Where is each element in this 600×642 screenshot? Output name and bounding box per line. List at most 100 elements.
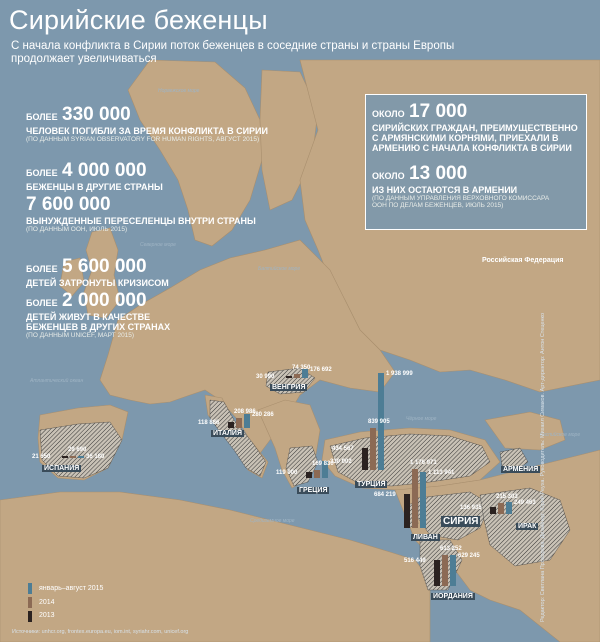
bar-hungary-2014 — [294, 374, 300, 378]
bar-turkey-2014 — [370, 428, 376, 470]
italy-hatch — [209, 399, 267, 477]
value-label-spain-2015: 36 180 — [86, 454, 105, 460]
bar-jordan-2014 — [442, 555, 448, 586]
scandinavia-land — [127, 59, 263, 247]
legend-swatch-2013 — [28, 611, 32, 622]
value-label-hungary-2013: 30 990 — [256, 374, 275, 380]
stat-refugees-pre: более — [26, 168, 58, 178]
value-label-lebanon-2014: 1 176 971 — [410, 460, 437, 467]
value-label-spain-2013: 21 650 — [32, 454, 51, 460]
value-label-spain-2014: 29 690 — [68, 447, 87, 453]
bar-italy-2015 — [244, 413, 250, 428]
page-subtitle: С начала конфликта в Сирии поток беженце… — [11, 40, 455, 65]
country-label-armenia: Армения — [501, 466, 541, 473]
bar-jordan-2013 — [434, 560, 440, 586]
bar-spain-2015 — [78, 456, 84, 458]
bar-iraq-2015 — [506, 501, 512, 514]
bar-greece-2014 — [314, 469, 320, 478]
sea-label-black: Чёрное море — [406, 416, 437, 422]
caucasus-land — [484, 411, 566, 451]
country-label-greece: Греция — [297, 487, 330, 494]
sea-label-norwegian: Норвежское море — [158, 88, 200, 94]
bar-lebanon-2015 — [420, 472, 426, 528]
credits-note: Редактор: Светлана Прохорова. Дизайнер: … — [540, 312, 546, 622]
value-label-italy-2014: 208 986 — [234, 408, 256, 415]
bar-iraq-2014 — [498, 503, 504, 514]
sea-label-north: Северное море — [140, 242, 176, 248]
sea-label-caspian: Каспийское море — [540, 431, 580, 438]
stat-refugees: более 4 000 000 беженцы в другие страны — [26, 160, 163, 192]
value-label-lebanon-2013: 684 219 — [374, 491, 396, 498]
ireland-land — [59, 257, 85, 297]
stat-killed-value: 330 000 — [62, 104, 131, 125]
country-label-syria: Сирия — [441, 516, 481, 527]
value-label-greece-2013: 119 000 — [276, 470, 298, 477]
bar-lebanon-2013 — [404, 493, 410, 528]
stat-children-refugees-value: 2 000 000 — [62, 290, 147, 311]
bar-hungary-2013 — [286, 376, 292, 378]
value-label-turkey-2015: 1 938 999 — [386, 371, 413, 378]
bar-italy-2013 — [228, 422, 234, 428]
bar-greece-2013 — [306, 472, 312, 478]
stat-children-value: 5 600 000 — [62, 256, 147, 277]
value-label-hungary-2015: 176 692 — [310, 367, 332, 374]
stat-killed: более 330 000 человек погибли за время к… — [26, 104, 268, 143]
value-label-turkey-2014: 839 905 — [368, 419, 390, 425]
stat-killed-pre: более — [26, 112, 58, 122]
armenia-stat-2-value: 13 000 — [409, 163, 468, 184]
sea-label-baltic: Балтийское море — [258, 265, 300, 272]
value-label-italy-2013: 118 886 — [198, 420, 220, 427]
stat-refugees-desc: беженцы в другие страны — [26, 182, 163, 192]
value-label-italy-2015: 280 286 — [252, 411, 274, 418]
value-label-lebanon-2015: 1 113 941 — [428, 470, 455, 477]
stat-children-refugees-src: (по данным UNICEF, март 2015) — [26, 332, 135, 339]
sea-label-atlantic: Атлантический океан — [29, 377, 83, 384]
legend-swatch-2014 — [28, 597, 32, 608]
armenia-info-box: около 17 000 сирийских граждан, преимуще… — [365, 94, 587, 230]
country-label-turkey: Турция — [355, 481, 388, 488]
stat-children-refugees: более 2 000 000 детей живут в качестве б… — [26, 290, 176, 339]
country-label-iraq: Ирак — [516, 523, 539, 530]
value-label-iraq-2014: 215 303 — [496, 494, 518, 501]
country-label-hungary: Венгрия — [270, 384, 308, 391]
country-label-italy: Италия — [211, 430, 244, 437]
armenia-stat-1-pre: около — [372, 109, 405, 119]
armenia-stat-1: около 17 000 сирийских граждан, преимуще… — [372, 101, 582, 153]
bar-jordan-2015 — [450, 554, 456, 586]
country-label-spain: Испания — [42, 465, 82, 472]
armenia-stat-src: (по данным Управления Верховного комисса… — [372, 195, 550, 209]
africa-land — [0, 491, 431, 642]
bar-iraq-2013 — [490, 507, 496, 514]
legend-2013: 2013 — [39, 612, 55, 619]
legend-2015: январь–август 2015 — [39, 585, 104, 592]
armenia-stat-2-desc: из них остаются в Армении — [372, 185, 518, 195]
value-label-jordan-2015: 629 245 — [458, 552, 480, 559]
stat-children: более 5 600 000 детей затронуты кризисом — [26, 256, 169, 288]
page-title: Сирийские беженцы — [9, 5, 268, 35]
bar-hungary-2015 — [302, 369, 308, 378]
stat-children-desc: детей затронуты кризисом — [26, 278, 169, 288]
bar-spain-2013 — [62, 456, 68, 458]
stat-refugees-value: 4 000 000 — [62, 160, 147, 181]
stat-displaced-src: (по данным ООН, июль 2015) — [26, 226, 128, 233]
armenia-stat-1-desc: сирийских граждан, преимущественно с арм… — [372, 123, 578, 153]
legend-2014: 2014 — [39, 599, 55, 606]
bar-italy-2014 — [236, 417, 242, 428]
armenia-stat-2-pre: около — [372, 171, 405, 181]
sea-label-med: Средиземное море — [250, 518, 295, 524]
legend-swatch-2015 — [28, 583, 32, 594]
value-label-greece-2014: 169 830 — [312, 460, 334, 467]
value-label-iraq-2013: 136 935 — [460, 505, 482, 512]
stat-children-pre: более — [26, 264, 58, 274]
armenia-stat-1-value: 17 000 — [409, 101, 468, 122]
stat-killed-desc: человек погибли за время конфликта в Сир… — [26, 126, 268, 136]
britain-land — [83, 227, 121, 319]
bar-turkey-2013 — [362, 448, 368, 470]
country-label-jordan: Иордания — [431, 593, 475, 600]
stat-displaced-desc: вынужденные переселенцы внутри страны — [26, 216, 256, 226]
russia-label: Российская Федерация — [482, 257, 564, 264]
country-label-lebanon: Ливан — [411, 534, 440, 541]
stat-children-refugees-desc: детей живут в качестве беженцев в других… — [26, 312, 171, 332]
bar-turkey-2015 — [378, 373, 384, 470]
bar-spain-2014 — [70, 456, 76, 458]
